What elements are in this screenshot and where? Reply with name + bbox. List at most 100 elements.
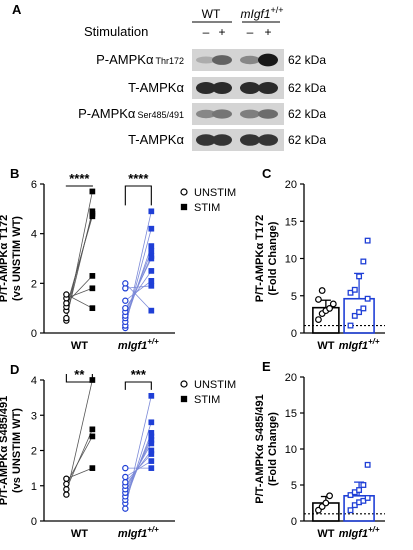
stim-point <box>148 440 155 447</box>
blot-band <box>212 82 232 94</box>
x-category-label: WT <box>317 340 334 352</box>
y-tick-label: 0 <box>31 328 37 340</box>
blot-strip <box>192 77 284 99</box>
y-tick-label: 15 <box>285 408 297 420</box>
unstim-point <box>63 486 70 493</box>
data-point <box>360 258 367 265</box>
legend-stim-marker <box>180 395 188 403</box>
significance-label: **** <box>69 171 90 186</box>
blot-band <box>240 109 260 119</box>
data-point <box>356 487 363 493</box>
panel-d-chart: D 0 1 2 3 4 P/T-AMPKα S485/491 (vs UNSTIM WT) **… <box>0 362 236 540</box>
data-point <box>356 273 363 280</box>
blot-band <box>196 109 216 119</box>
stim-point <box>89 188 96 195</box>
x-category-label: WT <box>317 528 334 540</box>
stim-point <box>148 451 155 457</box>
legend-stim-label: STIM <box>194 394 220 406</box>
y-tick-label: 6 <box>31 179 37 191</box>
y-tick-label: 3 <box>31 410 37 422</box>
pair-line <box>125 283 152 311</box>
pair-line <box>66 294 93 309</box>
stim-point <box>89 273 96 279</box>
data-point <box>322 499 330 507</box>
significance-bracket <box>65 374 93 383</box>
stim-point <box>148 282 155 289</box>
stim-point <box>148 268 155 274</box>
unstim-point <box>63 480 70 488</box>
stim-point <box>148 277 155 284</box>
significance-label: *** <box>131 367 147 382</box>
y-tick-label: 4 <box>31 229 37 241</box>
y-tick-label: 2 <box>31 446 37 458</box>
stim-point <box>148 419 155 426</box>
data-point <box>364 295 371 302</box>
stim-point <box>148 248 155 254</box>
y-tick-label: 2 <box>31 278 37 290</box>
stim-point <box>148 393 155 399</box>
pair-line <box>125 460 152 478</box>
blot-band <box>212 109 232 119</box>
stim-point <box>148 465 155 471</box>
data-point <box>329 300 337 308</box>
data-point <box>360 305 367 312</box>
pair-line <box>124 443 152 490</box>
blot-group-label: mIgf1+/+ <box>240 5 283 21</box>
y-axis-label: P/T-AMPKα S485/491 <box>0 396 10 505</box>
significance-label: **** <box>128 171 149 186</box>
legend-unstim-label: UNSTIM <box>194 187 236 199</box>
significance-bracket <box>124 185 152 206</box>
blot-band <box>240 82 260 94</box>
unstim-point <box>122 297 129 304</box>
x-category-label: mIgf1+/+ <box>339 525 380 540</box>
stim-point <box>89 433 96 440</box>
y-tick-label: 20 <box>285 179 297 191</box>
panel-letter: B <box>10 166 19 181</box>
y-tick-label: 10 <box>285 254 297 266</box>
unstim-point <box>63 314 70 322</box>
y-tick-label: 5 <box>291 480 297 492</box>
blot-kda-label: 62 kDa <box>288 107 326 121</box>
unstim-point <box>122 304 129 312</box>
pair-line <box>66 429 93 490</box>
pair-line <box>66 275 93 304</box>
y-axis-label: P/T-AMPKα T172 <box>0 215 10 302</box>
stim-point <box>148 208 155 215</box>
blot-band <box>212 55 232 65</box>
y-tick-label: 10 <box>285 444 297 456</box>
x-category-label: WT <box>71 528 88 540</box>
pair-line <box>66 436 93 485</box>
panel-letter-a: A <box>12 2 22 17</box>
blot-strip <box>192 129 284 151</box>
y-tick-label: 5 <box>291 291 297 303</box>
x-category-label: mIgf1+/+ <box>339 337 380 352</box>
data-point <box>315 316 322 323</box>
y-axis-label: (Fold Change) <box>267 221 279 295</box>
y-axis-label: (vs UNSTIM WT) <box>11 408 23 493</box>
x-category-label: WT <box>71 340 88 352</box>
lane-mark: + <box>218 25 225 39</box>
data-point <box>347 322 354 329</box>
panel-letter: E <box>262 359 271 374</box>
y-tick-label: 20 <box>285 372 297 384</box>
blot-kda-label: 62 kDa <box>288 133 326 147</box>
y-tick-label: 4 <box>31 375 37 387</box>
unstim-point <box>122 505 129 512</box>
blot-kda-label: 62 kDa <box>288 81 326 95</box>
y-tick-label: 15 <box>285 216 297 228</box>
unstim-point <box>122 464 129 472</box>
blot-row-label: P-AMPKα Ser485/491 <box>78 106 184 121</box>
stim-point <box>148 255 155 262</box>
y-tick-label: 0 <box>291 328 297 340</box>
data-point <box>315 296 322 303</box>
blot-band <box>258 82 278 94</box>
panel-e-chart: E 0 5 10 15 20 P/T-AMPKα S485/491 (Fold Change)… <box>254 359 385 540</box>
stimulation-label: Stimulation <box>84 24 148 39</box>
unstim-point <box>122 280 129 287</box>
x-category-label: mIgf1+/+ <box>118 525 159 540</box>
y-tick-label: 0 <box>31 516 37 528</box>
pair-line <box>124 270 152 309</box>
unstim-point <box>63 291 70 298</box>
